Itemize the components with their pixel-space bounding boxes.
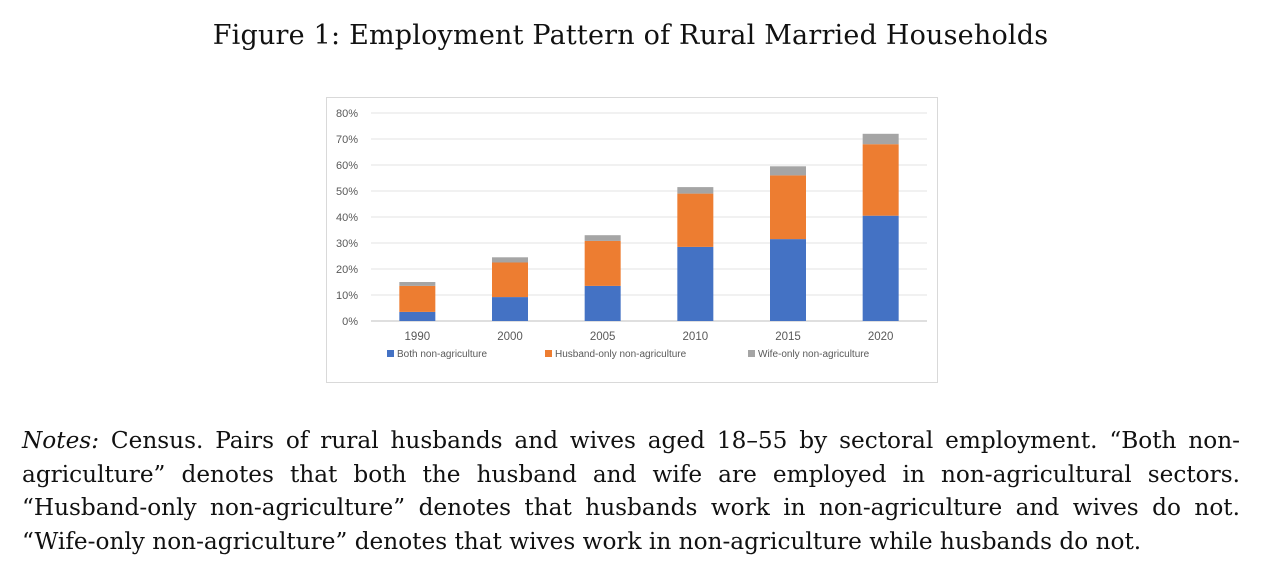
figure-notes: Notes: Census. Pairs of rural husbands a…	[22, 424, 1240, 558]
bar-segment	[677, 246, 714, 321]
x-tick-label: 2015	[775, 331, 801, 343]
x-tick-label: 2005	[590, 331, 616, 343]
bar-segment	[399, 285, 436, 312]
stacked-bar-chart: 0% 10% 20% 30% 40% 50% 60% 70% 80% 1990 2000 2005 20…	[326, 97, 938, 383]
chart-svg: 0% 10% 20% 30% 40% 50% 60% 70% 80% 1990 2000 2005 20…	[336, 108, 927, 360]
x-tick-label: 1990	[405, 331, 431, 343]
bar-segment	[677, 187, 714, 194]
x-tick-label: 2010	[683, 331, 709, 343]
x-tick-label: 2020	[868, 331, 894, 343]
figure-title: Figure 1: Employment Pattern of Rural Ma…	[212, 20, 1049, 51]
legend-swatch	[748, 350, 755, 357]
notes-body: Census. Pairs of rural husbands and wive…	[22, 427, 1240, 555]
legend-swatch	[387, 350, 394, 357]
bar-segment	[399, 282, 436, 286]
bar-segment	[492, 257, 528, 263]
bar-segment	[399, 311, 436, 321]
bar-segment	[492, 297, 528, 321]
legend-label: Both non-agriculture	[397, 349, 487, 360]
y-tick-label: 80%	[336, 108, 358, 120]
bar-segment	[770, 239, 806, 321]
y-tick-label: 10%	[336, 290, 358, 302]
y-tick-label: 40%	[336, 212, 358, 224]
legend-label: Husband-only non-agriculture	[555, 349, 687, 360]
bar-segment	[677, 193, 714, 247]
y-tick-label: 50%	[336, 186, 358, 198]
y-tick-label: 30%	[336, 238, 358, 250]
y-tick-label: 60%	[336, 160, 358, 172]
bar-segment	[862, 133, 899, 145]
bar-segment	[770, 166, 806, 176]
y-tick-label: 0%	[342, 316, 358, 328]
bar-segment	[584, 235, 621, 241]
legend-swatch	[545, 350, 552, 357]
y-tick-label: 20%	[336, 264, 358, 276]
y-tick-label: 70%	[336, 134, 358, 146]
bar-segment	[492, 262, 528, 298]
notes-lead: Notes:	[22, 427, 100, 454]
x-tick-label: 2000	[497, 331, 523, 343]
bar-segment	[584, 285, 621, 321]
legend-label: Wife-only non-agriculture	[758, 349, 870, 360]
bar-segment	[862, 144, 899, 216]
bar-segment	[862, 215, 899, 321]
bar-segment	[584, 240, 621, 286]
bar-segment	[770, 175, 806, 240]
